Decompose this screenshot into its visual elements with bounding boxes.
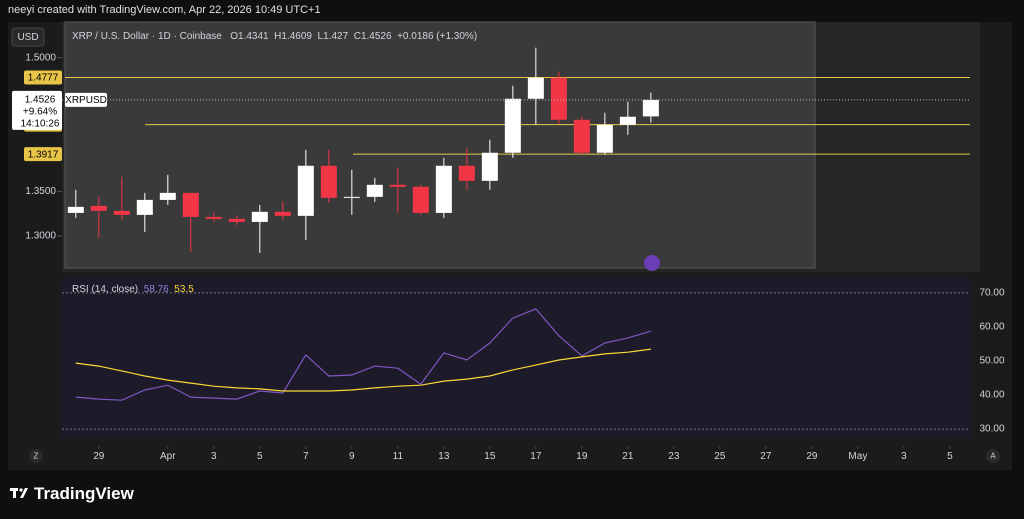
candle-body	[136, 199, 153, 215]
x-tick-label: 3	[211, 451, 217, 462]
y-tick-label: 60.00	[979, 322, 1004, 333]
l-value: 1.427	[323, 31, 349, 42]
candle-body	[573, 119, 590, 153]
x-tick-label: 21	[622, 451, 634, 462]
x-tick-label: Apr	[160, 451, 176, 462]
candle-body	[205, 216, 222, 219]
c-value: 1.4526	[360, 31, 392, 42]
x-tick-label: May	[848, 451, 867, 462]
countdown-label: 14:10:26	[21, 119, 60, 130]
logo	[10, 488, 28, 498]
h-value: 1.4609	[281, 31, 312, 42]
last-price-box	[12, 90, 62, 130]
x-tick-label: 11	[393, 451, 404, 462]
x-tick-label: 9	[349, 451, 355, 462]
candle-body	[343, 196, 360, 198]
level-box	[24, 147, 62, 162]
candle-body	[274, 211, 291, 216]
candle-body	[504, 98, 521, 153]
h-label: H	[274, 31, 282, 42]
zoom-button[interactable]	[29, 449, 43, 463]
auto-button[interactable]	[986, 449, 1000, 463]
l-label: L	[317, 31, 324, 42]
x-tick-label: 17	[530, 451, 542, 462]
candle-body	[481, 152, 498, 181]
candle-body	[642, 99, 659, 117]
x-tick-label: 23	[668, 451, 680, 462]
selection-highlight	[64, 21, 816, 269]
candle-body	[228, 218, 245, 222]
candle-body	[435, 165, 452, 213]
y-tick-label: 1.5000	[25, 52, 56, 63]
event-icon[interactable]	[644, 255, 660, 271]
zoom-label: Z	[34, 452, 39, 461]
currency: USD	[17, 32, 38, 43]
x-tick-label: 13	[438, 451, 450, 462]
x-tick-label: 15	[484, 451, 496, 462]
candle-body	[159, 192, 176, 200]
brand: TradingView	[34, 484, 134, 503]
rsi-legend: RSI (14, close) 58.76 53.5	[72, 284, 194, 295]
y-tick-label: 30.00	[979, 424, 1004, 435]
x-tick-label: 27	[760, 451, 772, 462]
x-tick-label: 29	[93, 451, 105, 462]
last-change-label: +9.64%	[23, 107, 57, 118]
c-label: C	[353, 31, 361, 42]
candle-body	[596, 124, 613, 153]
candle-body	[412, 186, 429, 213]
x-tick-label: 19	[576, 451, 588, 462]
y-tick-label: 50.00	[979, 356, 1004, 367]
x-tick-label: 29	[806, 451, 818, 462]
level-box	[24, 70, 62, 85]
candle-body	[297, 165, 314, 216]
rsi-title: RSI (14, close)	[72, 284, 139, 295]
x-tick-label: 5	[947, 451, 953, 462]
candle-body	[320, 165, 337, 198]
o-value: 1.4341	[238, 31, 269, 42]
last-price-label: 1.4526	[25, 95, 56, 106]
x-tick-label: 7	[303, 451, 309, 462]
price-legend: XRP / U.S. Dollar · 1D · Coinbase O1.434…	[72, 31, 477, 42]
candle-body	[113, 210, 130, 215]
change: +0.0186 (+1.30%)	[397, 31, 478, 42]
y-tick-label: 1.3000	[25, 231, 56, 242]
candle-body	[251, 211, 268, 222]
symbol-box	[65, 92, 107, 107]
candle-body	[67, 206, 84, 213]
symbol-title: XRP / U.S. Dollar · 1D · Coinbase	[72, 31, 222, 42]
level-label: 1.3917	[28, 149, 59, 160]
y-tick-label: 40.00	[979, 390, 1004, 401]
rsi-value: 58.76	[143, 284, 169, 295]
rsi-pane	[62, 278, 970, 438]
credit: neeyi created with TradingView.com, Apr …	[8, 4, 321, 16]
currency-box[interactable]	[11, 27, 45, 47]
level-label: 1.4777	[28, 73, 59, 84]
rsi-line	[75, 308, 652, 401]
x-tick-label: 5	[257, 451, 263, 462]
x-tick-label: 3	[901, 451, 907, 462]
o-label: O	[230, 31, 238, 42]
rsi-ma-value: 53.5	[174, 284, 194, 295]
candle-body	[389, 184, 406, 187]
y-tick-label: 70.00	[979, 288, 1004, 299]
candle-body	[366, 184, 383, 197]
candle-body	[619, 116, 636, 125]
rsi-line	[75, 348, 651, 392]
candle-body	[527, 77, 544, 99]
candle-body	[182, 192, 199, 217]
x-tick-label: 25	[714, 451, 726, 462]
candle-body	[458, 165, 475, 181]
candle-body	[90, 205, 107, 211]
symbol-label: XRPUSD	[65, 95, 107, 106]
candle-body	[550, 77, 567, 120]
y-tick-label: 1.3500	[25, 186, 56, 197]
auto-label: A	[990, 452, 996, 461]
